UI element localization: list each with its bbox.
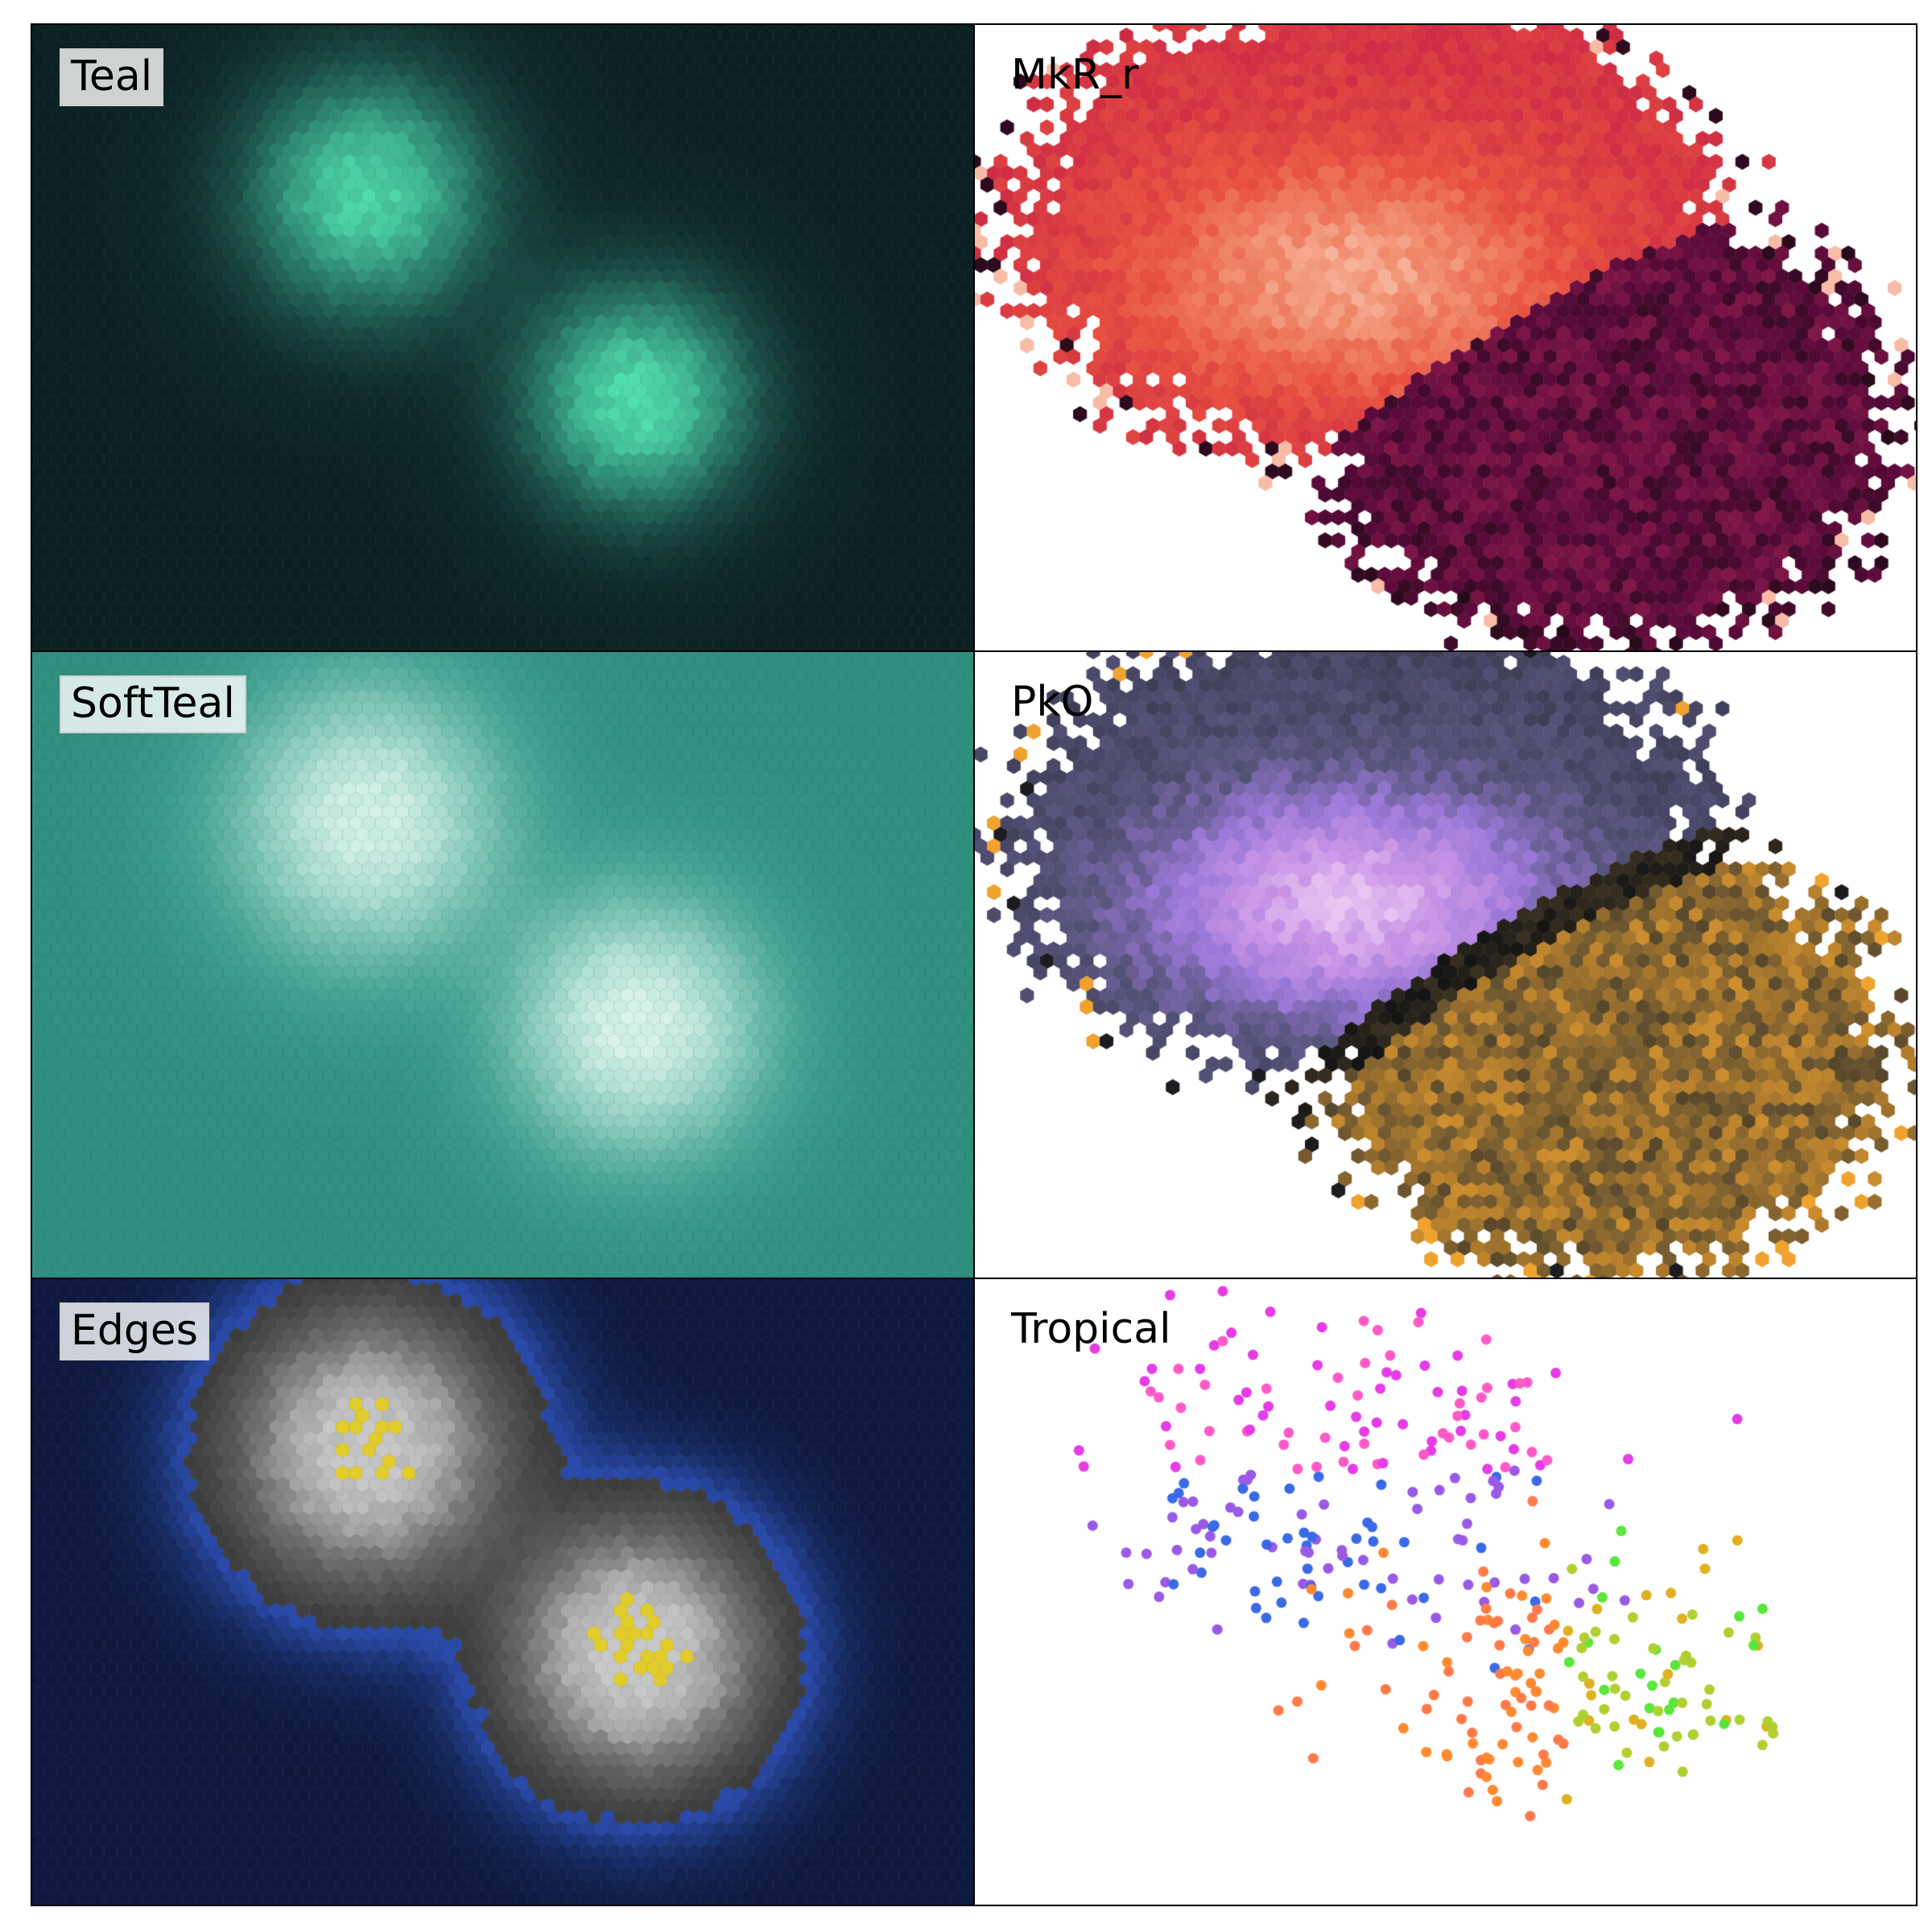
panel-label-softteal: SoftTeal (60, 675, 246, 733)
panel-label-pko: PkO (1011, 678, 1094, 726)
panel-label-mkr: MkR_r (1011, 51, 1139, 99)
panel-label-tropical: Tropical (1011, 1305, 1171, 1353)
panel-label-edges: Edges (60, 1302, 209, 1360)
panel-label-teal: Teal (60, 48, 164, 106)
